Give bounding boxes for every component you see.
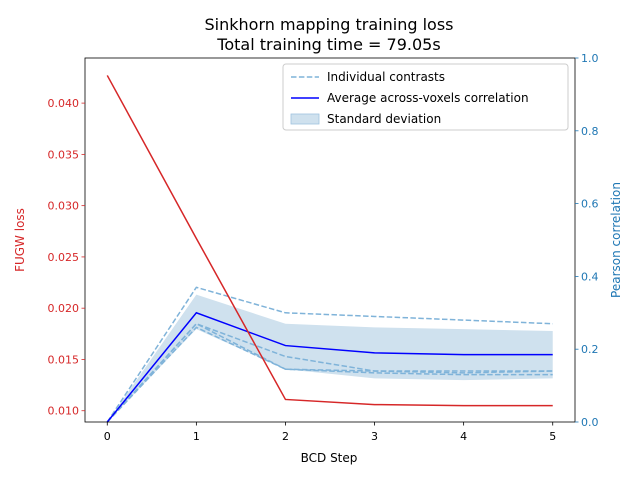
left-tick-label: 0.035 (48, 148, 80, 161)
left-tick-label: 0.020 (48, 302, 80, 315)
left-tick-label: 0.015 (48, 353, 80, 366)
plot-frame (84, 57, 576, 423)
contrast-line-1 (106, 286, 553, 423)
left-tick-label: 0.030 (48, 200, 80, 213)
right-tick-label: 0.4 (581, 270, 599, 283)
chart-subtitle: Total training time = 79.05s (216, 35, 440, 54)
legend-frame (282, 63, 569, 131)
x-tick-label: 5 (549, 430, 556, 443)
average-line (106, 311, 553, 423)
left-axis-label: FUGW loss (13, 208, 27, 272)
right-tick-label: 0.0 (581, 416, 599, 429)
right-tick-label: 0.6 (581, 198, 599, 211)
plot-area: 0 1 2 3 4 5 0.010 0.015 0.020 0.025 0.030 0.035 0.04… (48, 52, 599, 443)
x-tick-label: 2 (282, 430, 289, 443)
loss-line (106, 75, 553, 407)
contrast-line-3 (106, 322, 553, 423)
legend-label: Individual contrasts (327, 70, 445, 84)
right-tick-label: 0.8 (581, 125, 599, 138)
contrast-line-4 (106, 326, 553, 423)
std-band (107, 294, 553, 422)
legend-marker-std (290, 113, 320, 125)
contrast-line-2 (106, 322, 553, 423)
x-axis-label: BCD Step (301, 451, 358, 465)
x-tick-label: 4 (460, 430, 467, 443)
x-tick-label: 0 (104, 430, 111, 443)
legend: Individual contrasts Average across-voxel… (282, 63, 569, 131)
x-tick-label: 1 (193, 430, 200, 443)
x-tick-label: 3 (371, 430, 378, 443)
left-tick-label: 0.025 (48, 251, 80, 264)
legend-label: Standard deviation (327, 112, 441, 126)
chart-title: Sinkhorn mapping training loss (205, 15, 454, 34)
legend-label: Average across-voxels correlation (327, 91, 529, 105)
left-tick-label: 0.010 (48, 405, 80, 418)
right-axis-label: Pearson correlation (609, 182, 623, 298)
left-tick-label: 0.040 (48, 97, 80, 110)
right-tick-label: 0.2 (581, 343, 599, 356)
right-tick-label: 1.0 (581, 52, 599, 65)
